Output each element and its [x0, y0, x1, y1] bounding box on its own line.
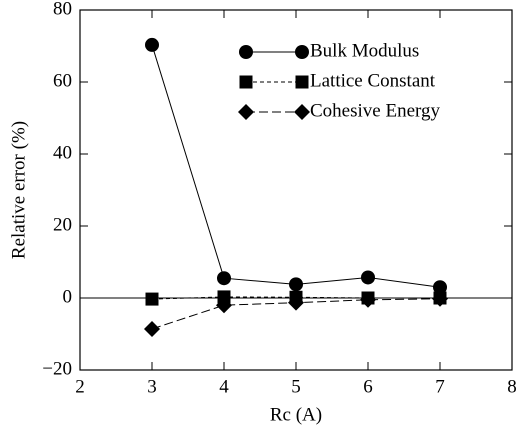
legend-marker	[239, 45, 253, 59]
y-axis-label: Relative error (%)	[8, 121, 29, 259]
y-tick-label: 80	[53, 0, 72, 19]
marker	[432, 290, 448, 307]
y-tick-label: 20	[53, 214, 72, 235]
legend-marker	[295, 45, 309, 59]
marker	[217, 290, 231, 304]
x-axis-label: Rc (A)	[270, 404, 322, 425]
legend-label: Lattice Constant	[310, 70, 436, 91]
x-tick-label: 5	[291, 376, 301, 397]
x-tick-label: 7	[435, 376, 445, 397]
y-tick-label: 40	[53, 142, 72, 163]
legend-label: Cohesive Energy	[310, 100, 440, 121]
y-tick-label: 0	[63, 286, 73, 307]
legend-marker	[239, 75, 253, 89]
marker	[144, 320, 160, 337]
marker	[433, 280, 447, 295]
x-tick-label: 2	[75, 376, 85, 397]
legend-marker	[238, 104, 254, 120]
marker	[361, 270, 375, 285]
marker	[288, 294, 304, 311]
marker	[145, 37, 159, 52]
marker	[289, 277, 303, 292]
x-tick-label: 3	[147, 376, 157, 397]
legend-marker	[295, 75, 309, 89]
legend-marker	[294, 104, 310, 120]
marker	[145, 292, 159, 306]
marker	[216, 297, 232, 314]
x-tick-label: 6	[363, 376, 373, 397]
marker	[360, 291, 376, 308]
legend-label: Bulk Modulus	[310, 40, 419, 61]
series-line	[151, 296, 440, 300]
x-tick-label: 8	[507, 376, 517, 397]
x-tick-label: 4	[219, 376, 229, 397]
y-tick-label: 60	[53, 70, 72, 91]
plot-frame	[79, 9, 513, 371]
y-tick-label: −20	[42, 358, 72, 379]
marker	[217, 271, 231, 286]
